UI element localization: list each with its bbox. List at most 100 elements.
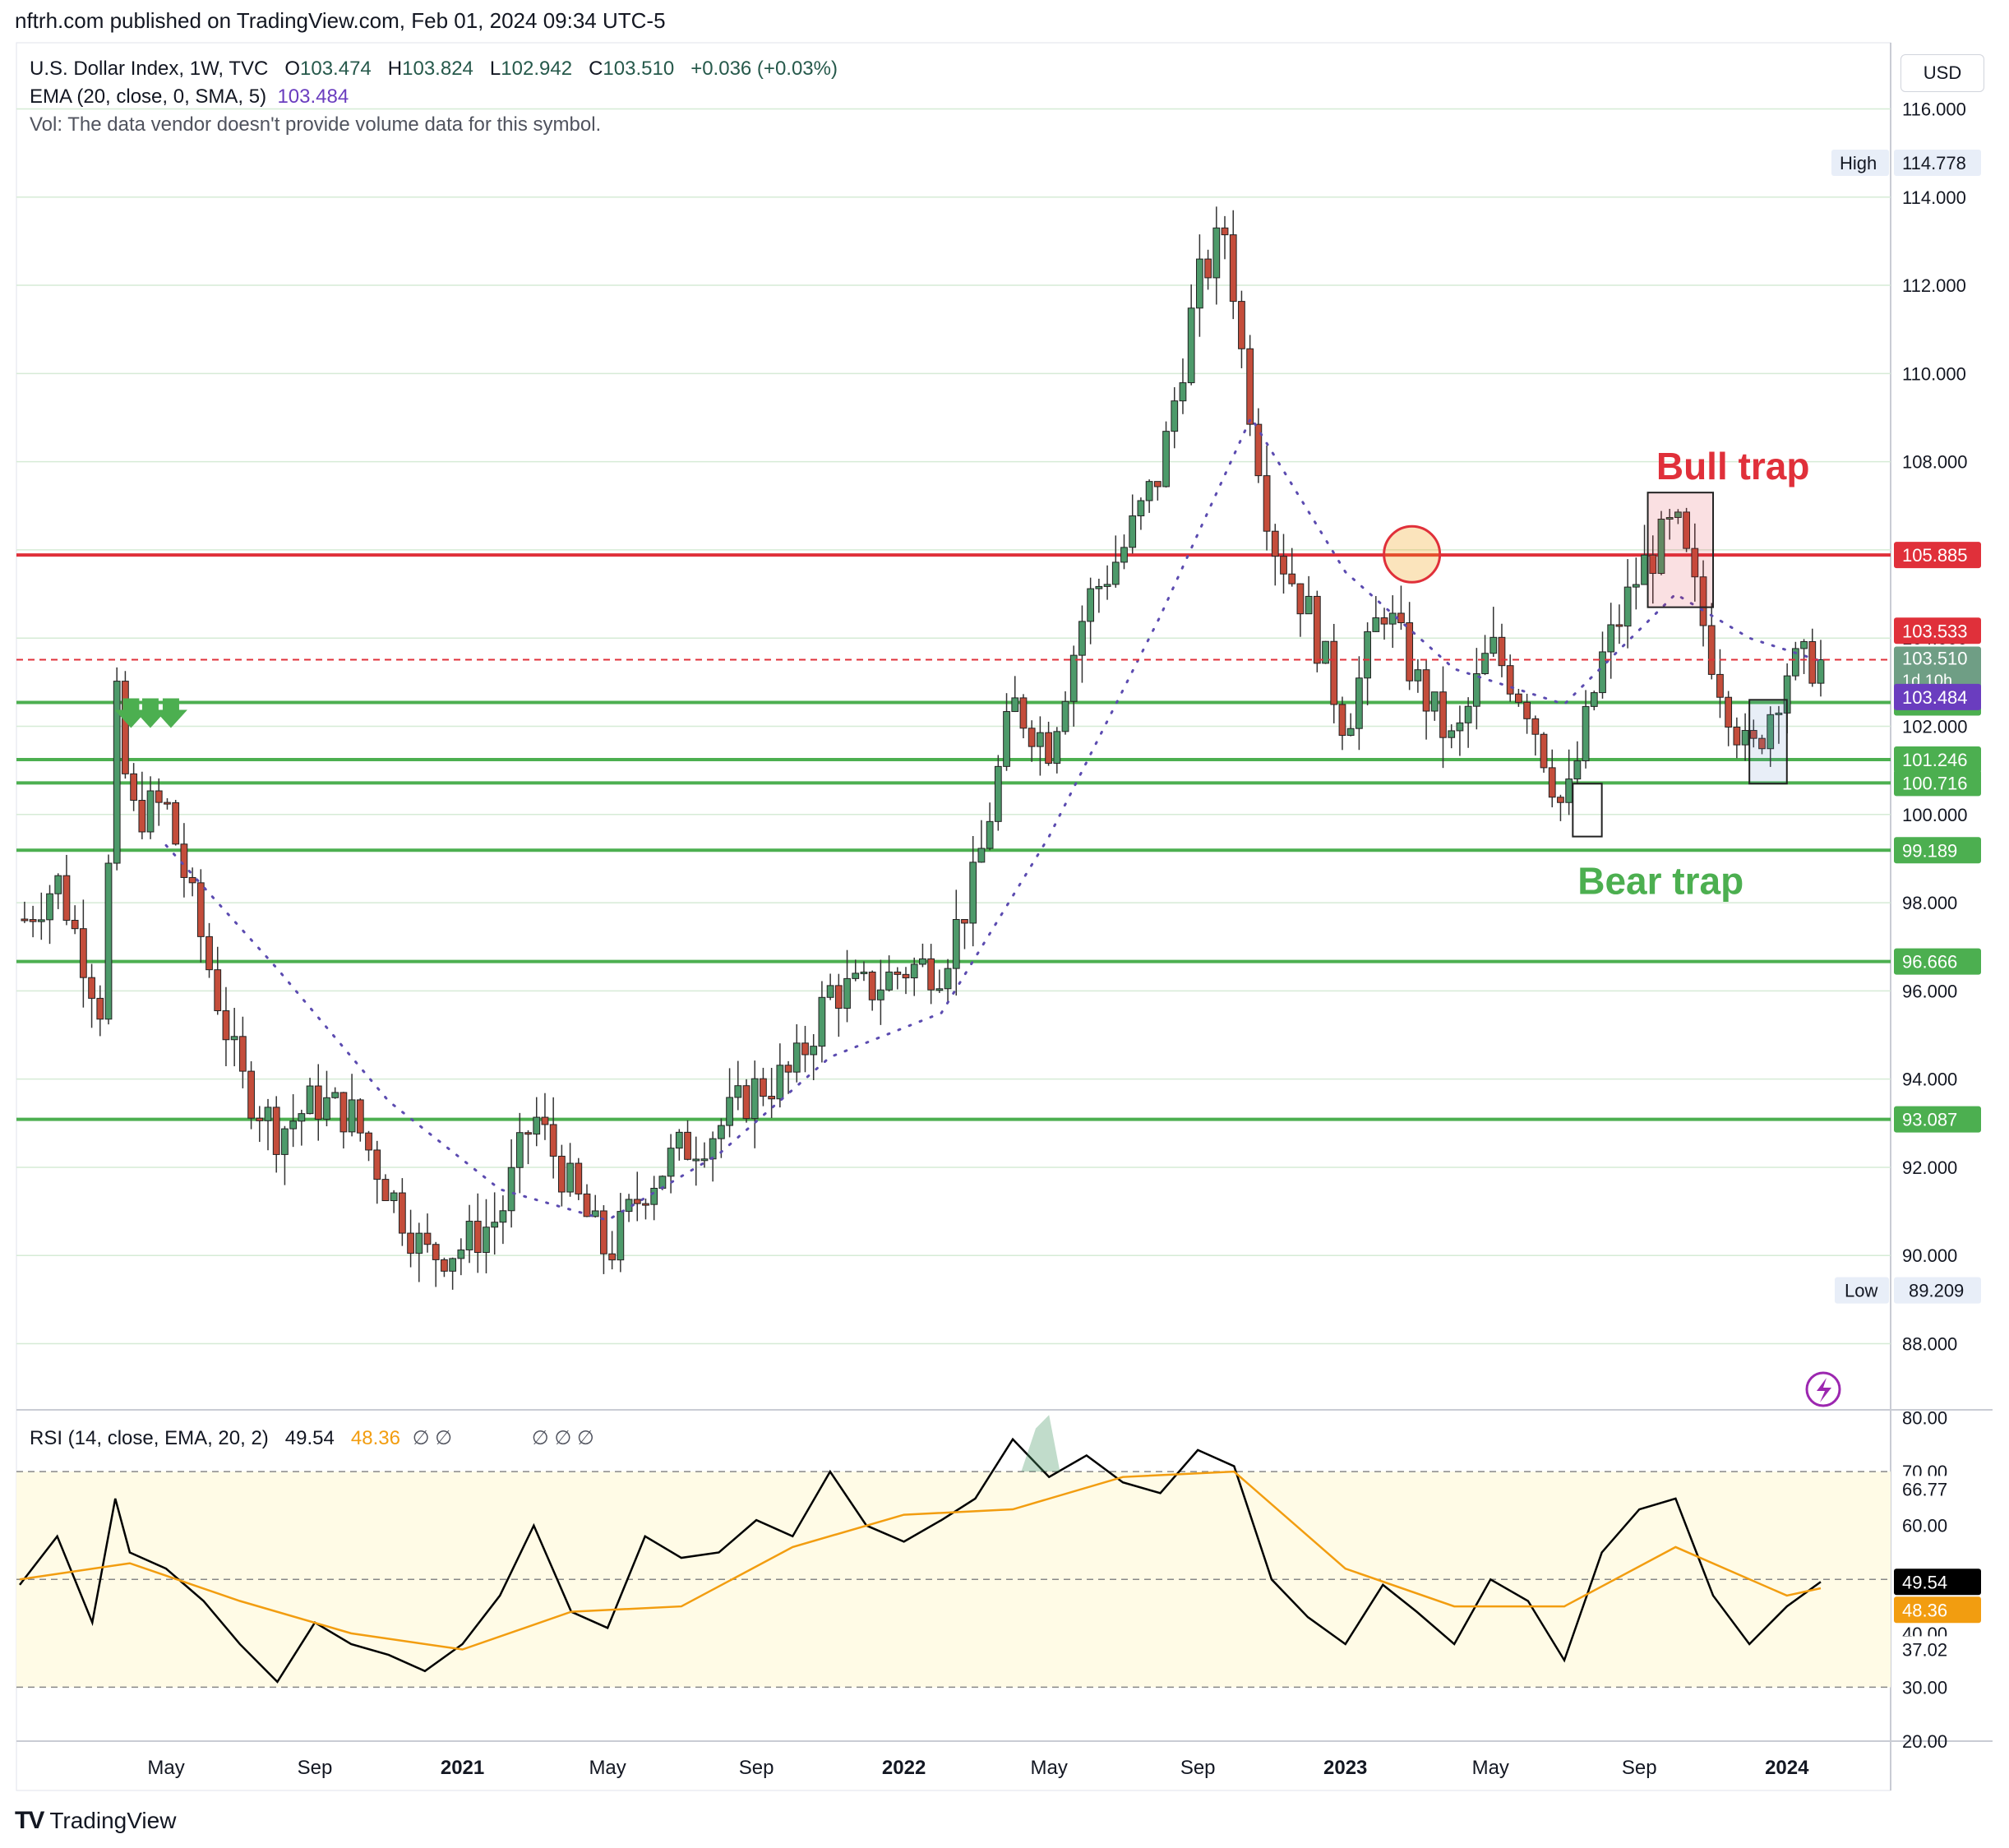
candle-up[interactable] bbox=[700, 1158, 709, 1162]
candle-up[interactable] bbox=[1665, 517, 1674, 520]
candle-down[interactable] bbox=[575, 1162, 583, 1194]
candle-down[interactable] bbox=[256, 1117, 264, 1121]
candle-up[interactable] bbox=[331, 1092, 339, 1098]
candle-down[interactable] bbox=[541, 1116, 549, 1125]
candle-up[interactable] bbox=[1632, 584, 1640, 588]
candle-down[interactable] bbox=[138, 800, 146, 833]
candle-up[interactable] bbox=[1053, 731, 1061, 765]
candle-down[interactable] bbox=[1808, 640, 1817, 684]
candle-up[interactable] bbox=[415, 1232, 423, 1254]
candle-up[interactable] bbox=[1456, 722, 1464, 732]
candle-up[interactable] bbox=[1623, 586, 1632, 627]
candle-up[interactable] bbox=[1582, 705, 1590, 762]
candle-up[interactable] bbox=[1791, 648, 1799, 677]
candle-up[interactable] bbox=[46, 893, 53, 921]
candle-down[interactable] bbox=[71, 919, 79, 930]
candle-down[interactable] bbox=[1716, 673, 1724, 698]
candle-up[interactable] bbox=[1767, 714, 1775, 750]
candle-down[interactable] bbox=[247, 1070, 255, 1119]
candle-down[interactable] bbox=[1019, 697, 1028, 729]
candle-up[interactable] bbox=[877, 989, 884, 1000]
candle-down[interactable] bbox=[21, 918, 29, 922]
candle-down[interactable] bbox=[1221, 227, 1229, 236]
candle-up[interactable] bbox=[1364, 631, 1371, 679]
candle-up[interactable] bbox=[1111, 561, 1120, 585]
symbol-name[interactable]: U.S. Dollar Index, 1W, TVC bbox=[30, 58, 269, 80]
candle-down[interactable] bbox=[1548, 767, 1556, 798]
candle-up[interactable] bbox=[1590, 692, 1598, 707]
candle-down[interactable] bbox=[238, 1036, 247, 1072]
candle-up[interactable] bbox=[852, 973, 860, 979]
candle-down[interactable] bbox=[222, 1010, 230, 1041]
candle-up[interactable] bbox=[792, 1042, 801, 1073]
candle-down[interactable] bbox=[834, 985, 843, 1009]
candle-up[interactable] bbox=[298, 1113, 306, 1122]
candle-down[interactable] bbox=[339, 1092, 348, 1133]
candle-up[interactable] bbox=[566, 1162, 574, 1193]
candle-down[interactable] bbox=[1288, 573, 1296, 584]
candle-down[interactable] bbox=[164, 802, 171, 805]
candle-up[interactable] bbox=[1573, 760, 1582, 780]
candle-down[interactable] bbox=[398, 1192, 406, 1234]
candle-down[interactable] bbox=[524, 1132, 532, 1135]
candle-up[interactable] bbox=[1481, 653, 1489, 675]
candle-up[interactable] bbox=[717, 1125, 725, 1139]
candle-down[interactable] bbox=[373, 1149, 381, 1180]
candle-down[interactable] bbox=[1649, 554, 1657, 575]
ema-label[interactable]: EMA (20, close, 0, SMA, 5) bbox=[30, 85, 267, 108]
candle-down[interactable] bbox=[1238, 301, 1245, 349]
candle-up[interactable] bbox=[1674, 511, 1682, 519]
candle-down[interactable] bbox=[62, 875, 71, 921]
candle-down[interactable] bbox=[1045, 732, 1052, 765]
candle-up[interactable] bbox=[1137, 500, 1145, 517]
candle-down[interactable] bbox=[1733, 726, 1741, 746]
candle-up[interactable] bbox=[491, 1222, 499, 1228]
candle-up[interactable] bbox=[323, 1097, 330, 1120]
candle-up[interactable] bbox=[289, 1120, 298, 1130]
candle-up[interactable] bbox=[533, 1116, 541, 1135]
candle-up[interactable] bbox=[986, 820, 994, 849]
candle-down[interactable] bbox=[441, 1259, 448, 1272]
candle-down[interactable] bbox=[927, 958, 935, 991]
candle-up[interactable] bbox=[1414, 669, 1422, 681]
candle-down[interactable] bbox=[1028, 728, 1036, 747]
candle-up[interactable] bbox=[1003, 711, 1010, 767]
candle-up[interactable] bbox=[885, 971, 893, 991]
candle-down[interactable] bbox=[432, 1244, 440, 1260]
candle-up[interactable] bbox=[1187, 307, 1195, 384]
candle-down[interactable] bbox=[79, 928, 87, 978]
candle-up[interactable] bbox=[776, 1065, 784, 1100]
candle-down[interactable] bbox=[423, 1232, 432, 1245]
candle-up[interactable] bbox=[1657, 518, 1665, 575]
candle-down[interactable] bbox=[1397, 612, 1405, 624]
candle-up[interactable] bbox=[1061, 700, 1069, 732]
candle-down[interactable] bbox=[180, 843, 188, 878]
candle-up[interactable] bbox=[515, 1132, 524, 1168]
candle-up[interactable] bbox=[1162, 431, 1170, 487]
candle-down[interactable] bbox=[1523, 701, 1531, 719]
candle-down[interactable] bbox=[88, 977, 95, 999]
candle-down[interactable] bbox=[760, 1078, 767, 1097]
candle-down[interactable] bbox=[1229, 234, 1237, 303]
candle-up[interactable] bbox=[306, 1085, 314, 1115]
candle-down[interactable] bbox=[1254, 423, 1263, 477]
candle-down[interactable] bbox=[1271, 530, 1279, 557]
candle-up[interactable] bbox=[1037, 732, 1044, 747]
rsi-ma-line[interactable] bbox=[19, 1470, 1822, 1651]
candle-up[interactable] bbox=[994, 765, 1002, 822]
candle-up[interactable] bbox=[1196, 258, 1203, 309]
candle-up[interactable] bbox=[1069, 654, 1078, 702]
candle-down[interactable] bbox=[902, 973, 910, 979]
candle-up[interactable] bbox=[750, 1078, 759, 1120]
candle-down[interactable] bbox=[1263, 475, 1271, 532]
candle-down[interactable] bbox=[801, 1042, 809, 1056]
candle-up[interactable] bbox=[1741, 730, 1749, 746]
candle-down[interactable] bbox=[29, 919, 37, 922]
candle-up[interactable] bbox=[734, 1085, 742, 1098]
candle-up[interactable] bbox=[944, 968, 952, 990]
candle-up[interactable] bbox=[54, 875, 62, 894]
candle-up[interactable] bbox=[104, 862, 113, 1020]
candle-down[interactable] bbox=[1338, 704, 1346, 737]
candle-up[interactable] bbox=[650, 1187, 658, 1205]
